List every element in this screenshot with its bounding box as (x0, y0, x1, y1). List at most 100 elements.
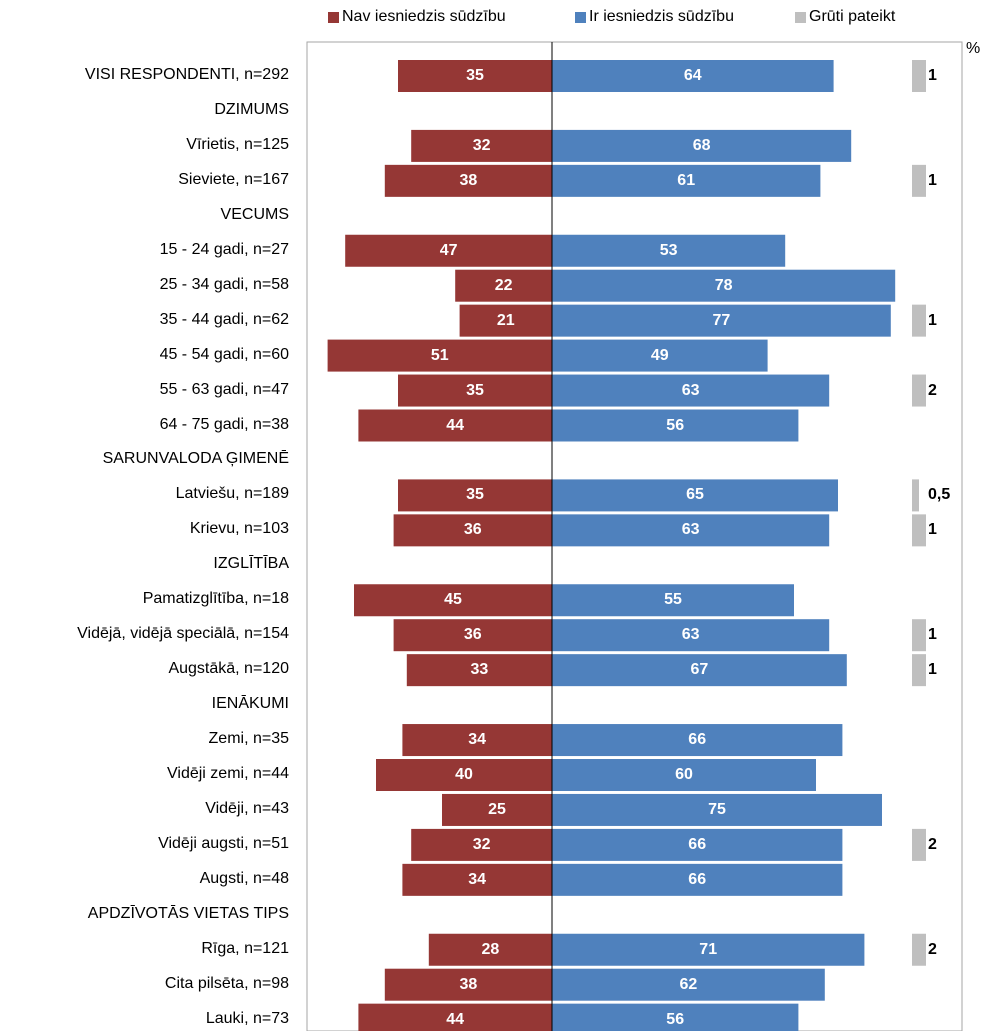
data-label-no: 21 (496, 311, 515, 329)
bar-yes (552, 409, 799, 442)
data-label-yes: 64 (683, 67, 702, 84)
bar-yes (552, 933, 865, 966)
bar-no (398, 60, 552, 92)
data-label-no: 33 (470, 661, 489, 679)
bar-dk (912, 374, 926, 407)
bar-no (442, 793, 552, 826)
category-label: 15 - 24 gadi, n=27 (159, 240, 289, 258)
bar-no (354, 584, 552, 617)
bar-no (358, 1003, 552, 1031)
legend-label-no: Nav iesniedzis sūdzību (342, 8, 506, 25)
bar-yes (552, 60, 834, 92)
bar-no (384, 968, 552, 1001)
data-label-dk: 2 (928, 381, 937, 399)
data-label-no: 38 (459, 171, 478, 189)
group-header-label: SARUNVALODA ĢIMENĒ (102, 450, 289, 468)
data-label-yes: 66 (688, 731, 707, 749)
category-label: Augsti, n=48 (199, 869, 289, 887)
data-label-no: 25 (488, 800, 506, 818)
category-label: 64 - 75 gadi, n=38 (159, 415, 289, 433)
bar-dk (912, 304, 926, 337)
bar-no (406, 654, 552, 687)
data-label-no: 40 (455, 766, 473, 783)
data-label-yes: 63 (681, 626, 700, 644)
bar-yes (552, 374, 830, 407)
bar-yes (552, 968, 825, 1001)
unit-label: % (966, 40, 981, 57)
bar-dk (912, 60, 926, 92)
category-label: Vidēji augsti, n=51 (158, 834, 289, 852)
group-header-label: IZGLĪTĪBA (213, 555, 289, 573)
category-label: Lauki, n=73 (205, 1009, 289, 1027)
bar-yes (552, 514, 830, 547)
data-label-no: 47 (439, 241, 458, 259)
bar-no (393, 514, 552, 547)
group-header-label: DZIMUMS (214, 100, 289, 118)
data-label-no: 35 (466, 67, 484, 84)
legend-item-yes: Ir iesniedzis sūdzību (575, 8, 734, 26)
bar-dk (912, 654, 926, 687)
bar-yes (552, 1003, 799, 1031)
legend-swatch-yes (575, 11, 586, 23)
legend-swatch-dk (795, 11, 806, 23)
category-label: Pamatizglītība, n=18 (142, 590, 289, 608)
group-header-label: VECUMS (220, 205, 289, 223)
bar-no (459, 304, 552, 337)
category-label: Augstākā, n=120 (168, 660, 289, 678)
data-label-yes: 56 (666, 1010, 685, 1028)
category-label: Latviešu, n=189 (175, 485, 289, 503)
data-label-no: 44 (446, 416, 465, 434)
data-label-no: 45 (444, 591, 462, 609)
bar-no (402, 724, 552, 757)
bar-no (358, 409, 552, 442)
data-label-dk: 1 (928, 67, 937, 84)
data-label-dk: 2 (928, 835, 937, 853)
data-label-no: 51 (430, 346, 449, 364)
bar-yes (552, 129, 852, 162)
bar-no (411, 828, 552, 861)
bar-dk (912, 619, 926, 652)
data-label-no: 35 (466, 486, 484, 504)
category-label: 55 - 63 gadi, n=47 (159, 380, 289, 398)
data-label-no: 32 (472, 835, 491, 853)
bar-no (384, 164, 552, 197)
group-header-label: APDZĪVOTĀS VIETAS TIPS (87, 904, 289, 922)
data-label-yes: 71 (699, 940, 718, 958)
data-label-dk: 1 (928, 626, 937, 644)
data-label-no: 44 (446, 1010, 465, 1028)
bar-no (411, 129, 552, 162)
data-label-yes: 49 (650, 346, 669, 364)
data-label-dk: 0,5 (928, 486, 951, 504)
plot-area-frame (306, 41, 963, 1031)
category-label: Sieviete, n=167 (178, 170, 289, 188)
bar-yes (552, 234, 786, 267)
bar-yes (552, 828, 843, 861)
data-label-yes: 78 (714, 276, 733, 294)
data-label-yes: 60 (675, 766, 693, 783)
bar-dk (912, 164, 926, 197)
category-label: 25 - 34 gadi, n=58 (159, 275, 289, 293)
bar-dk (912, 933, 926, 966)
group-header-label: IENĀKUMI (211, 695, 289, 713)
data-label-no: 34 (468, 870, 487, 888)
category-label: Vidēji, n=43 (205, 799, 289, 817)
data-label-no: 38 (459, 975, 478, 993)
bar-no (345, 234, 552, 267)
category-label: Krievu, n=103 (189, 520, 289, 538)
bar-yes (552, 269, 896, 302)
bar-yes (552, 654, 847, 687)
bar-no (327, 339, 552, 372)
category-label: Vīrietis, n=125 (186, 135, 289, 153)
data-label-yes: 63 (681, 381, 700, 399)
data-label-no: 28 (481, 940, 500, 958)
legend-label-dk: Grūti pateikt (809, 8, 896, 25)
bar-yes (552, 479, 838, 512)
bar-no (402, 863, 552, 896)
legend-item-dk: Grūti pateikt (795, 8, 895, 26)
data-label-yes: 68 (692, 136, 711, 154)
bar-no (428, 933, 552, 966)
bar-yes (552, 164, 821, 197)
legend-item-no: Nav iesniedzis sūdzību (328, 8, 506, 26)
bar-yes (552, 339, 768, 372)
